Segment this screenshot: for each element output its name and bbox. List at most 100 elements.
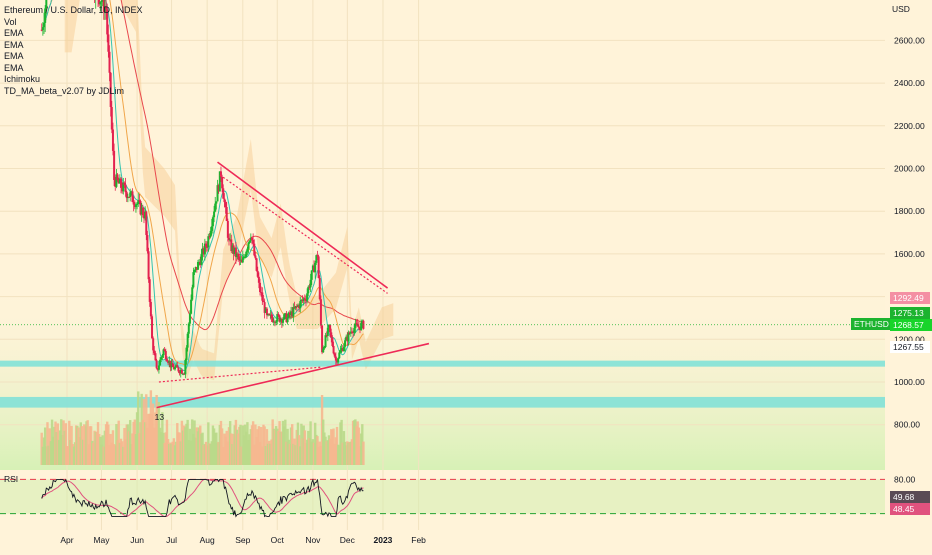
candle-body	[308, 286, 311, 288]
candle-body	[215, 201, 218, 204]
candle-body	[126, 196, 129, 199]
legend-ema-3[interactable]: EMA	[4, 51, 24, 61]
volume-bar	[263, 426, 266, 465]
legend-ema-1[interactable]: EMA	[4, 28, 24, 38]
tag-resistance: 1292.49	[893, 293, 924, 303]
candle-body	[45, 0, 48, 9]
candle-body	[193, 270, 196, 273]
candle-body	[200, 254, 203, 265]
candle-body	[142, 215, 145, 219]
candle-body	[165, 359, 168, 362]
candle-body	[219, 171, 222, 177]
candle-body	[315, 255, 318, 263]
tag-support: 1267.55	[893, 342, 924, 352]
candle-body	[299, 301, 302, 309]
candle-body	[344, 340, 347, 347]
candle-body	[270, 314, 273, 319]
candle-body	[160, 357, 163, 360]
candle-body	[211, 217, 214, 227]
candle-body	[208, 236, 211, 238]
price-tick: 1200.00	[894, 334, 925, 344]
candle-body	[226, 220, 229, 238]
candle-body	[131, 191, 134, 203]
tag-resistance-bg	[890, 292, 930, 304]
legend-vol[interactable]: Vol	[4, 16, 17, 27]
candle-body	[145, 211, 148, 236]
price-tick: 1000.00	[894, 377, 925, 387]
candle-body	[137, 200, 140, 204]
legend-ichimoku[interactable]: Ichimoku	[4, 74, 41, 84]
candle-body	[108, 51, 111, 73]
candle-body	[268, 313, 271, 316]
candle-body	[238, 256, 241, 260]
candle-body	[271, 318, 274, 322]
candle-body	[287, 312, 290, 318]
chart-title: Ethereum / U.S. Dollar, 1D, INDEX	[4, 5, 143, 15]
candle-body	[169, 360, 172, 368]
candle-body	[323, 347, 326, 349]
candle-body	[298, 305, 301, 309]
candle-body	[152, 338, 155, 351]
candle-body	[154, 353, 157, 361]
candle-body	[267, 313, 270, 316]
candle-body	[340, 348, 343, 351]
ichimoku-cloud	[64, 0, 394, 381]
candle-body	[277, 314, 280, 316]
candle-body	[301, 299, 304, 301]
candle-body	[118, 178, 121, 184]
candle-body	[293, 306, 296, 309]
candle-body	[348, 332, 351, 334]
candle-body	[244, 256, 247, 258]
tag-upper: 1275.13	[893, 308, 924, 318]
candle-body	[171, 363, 174, 367]
candle-body	[294, 306, 297, 309]
candle-body	[123, 182, 126, 186]
candle-body	[256, 270, 259, 277]
candle-body	[162, 349, 165, 356]
candle-body	[357, 326, 360, 328]
time-tick: Oct	[271, 535, 285, 545]
volume-bar	[43, 427, 47, 465]
candle-body	[275, 321, 278, 323]
candle-body	[236, 253, 239, 258]
candle-body	[130, 191, 133, 193]
rsi-label[interactable]: RSI	[4, 474, 19, 484]
candle-body	[110, 106, 113, 130]
candle-body	[272, 321, 275, 323]
symbol-tag: ETHUSD	[854, 319, 889, 329]
time-tick: 2023	[374, 535, 393, 545]
candle-body	[355, 323, 358, 325]
indicator-legend: Ethereum / U.S. Dollar, 1D, INDEX Vol EM…	[4, 5, 143, 97]
candle-body	[358, 326, 361, 330]
candle-body	[40, 29, 43, 31]
candle-body	[175, 365, 178, 368]
candle-body	[330, 332, 333, 338]
candle-body	[107, 34, 110, 52]
time-tick: Aug	[200, 535, 215, 545]
candle-body	[216, 185, 219, 202]
legend-td-ma[interactable]: TD_MA_beta_v2.07 by JDLim	[4, 85, 125, 96]
candle-body	[190, 299, 193, 314]
candle-body	[326, 327, 329, 336]
candle-body	[284, 313, 287, 315]
candle-body	[314, 262, 317, 273]
candle-body	[151, 316, 154, 339]
candle-body	[317, 256, 320, 279]
legend-ema-2[interactable]: EMA	[4, 39, 24, 50]
legend-ema-4[interactable]: EMA	[4, 62, 24, 73]
candle-body	[113, 150, 116, 180]
candle-body	[224, 202, 227, 208]
candle-body	[139, 201, 142, 215]
candle-body	[241, 257, 244, 263]
ascending-trendline	[156, 342, 430, 409]
candle-body	[128, 196, 131, 198]
candle-body	[136, 203, 139, 205]
candle-body	[206, 246, 209, 248]
volume-bar	[107, 424, 110, 465]
candle-body	[286, 317, 289, 323]
candle-body	[174, 367, 177, 370]
candle-body	[333, 353, 336, 357]
candle-body	[195, 266, 198, 270]
